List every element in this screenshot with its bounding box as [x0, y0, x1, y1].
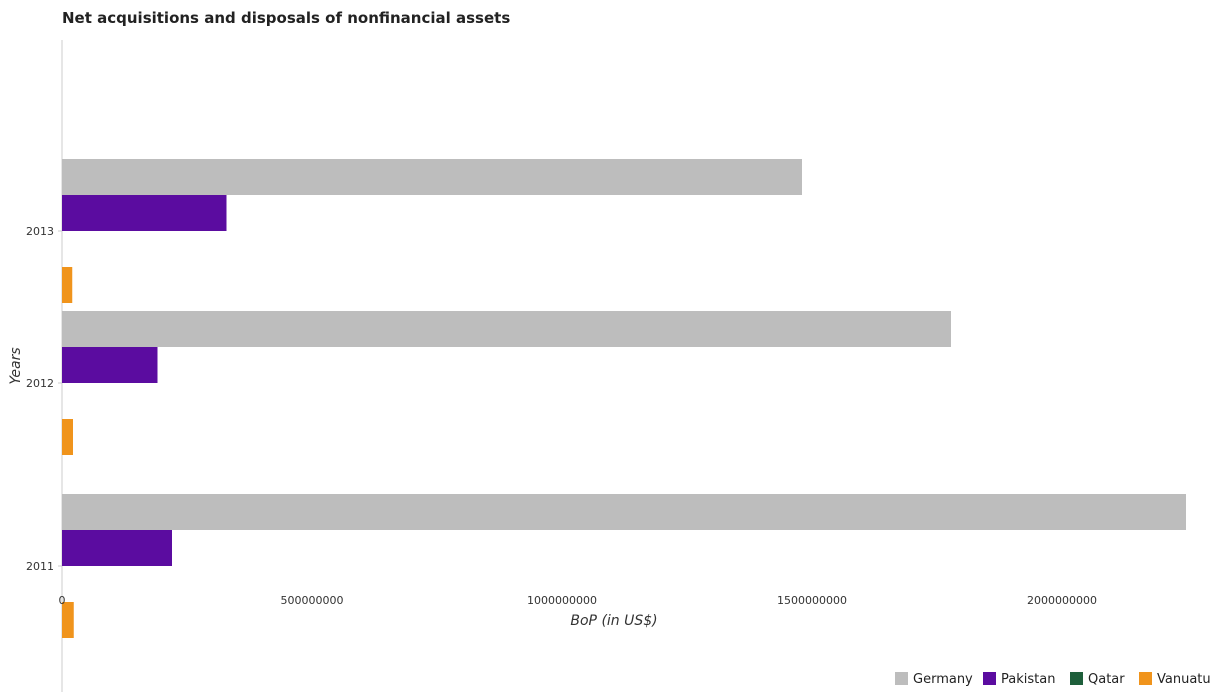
legend-label-vanuatu: Vanuatu: [1157, 672, 1211, 687]
y-tick-labels: 2011 2012 2013: [26, 225, 62, 573]
chart-title: Net acquisitions and disposals of nonfin…: [62, 9, 510, 27]
bar-pakistan-2011: [62, 530, 172, 566]
legend-label-qatar: Qatar: [1088, 672, 1125, 687]
legend-label-germany: Germany: [913, 672, 973, 687]
bar-pakistan-2012: [62, 347, 158, 383]
x-tick-label: 0: [59, 594, 66, 607]
y-tick-label: 2012: [26, 377, 54, 390]
legend-swatch-pakistan: [983, 672, 996, 685]
y-tick-label: 2013: [26, 225, 54, 238]
legend-swatch-germany: [895, 672, 908, 685]
legend-swatch-qatar: [1070, 672, 1083, 685]
legend-swatch-vanuatu: [1139, 672, 1152, 685]
bar-pakistan-2013: [62, 195, 227, 231]
bar-vanuatu-2011: [62, 602, 74, 638]
bar-germany-2012: [62, 311, 951, 347]
x-tick-label: 1500000000: [777, 594, 847, 607]
legend: Germany Pakistan Qatar Vanuatu: [895, 672, 1211, 687]
bars: [62, 159, 1186, 638]
x-axis-label: BoP (in US$): [570, 613, 657, 629]
bar-germany-2013: [62, 159, 802, 195]
x-tick-label: 2000000000: [1027, 594, 1097, 607]
x-tick-labels: 0 500000000 1000000000 1500000000 2000000000: [59, 594, 1098, 607]
bar-vanuatu-2013: [62, 267, 73, 303]
y-axis-label: Years: [8, 347, 24, 384]
y-tick-label: 2011: [26, 560, 54, 573]
x-tick-label: 500000000: [281, 594, 344, 607]
legend-label-pakistan: Pakistan: [1001, 672, 1055, 687]
bar-germany-2011: [62, 494, 1186, 530]
bar-vanuatu-2012: [62, 419, 73, 455]
x-tick-label: 1000000000: [527, 594, 597, 607]
